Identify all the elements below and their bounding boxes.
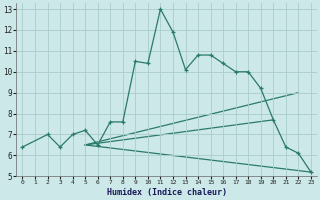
X-axis label: Humidex (Indice chaleur): Humidex (Indice chaleur) <box>107 188 227 197</box>
